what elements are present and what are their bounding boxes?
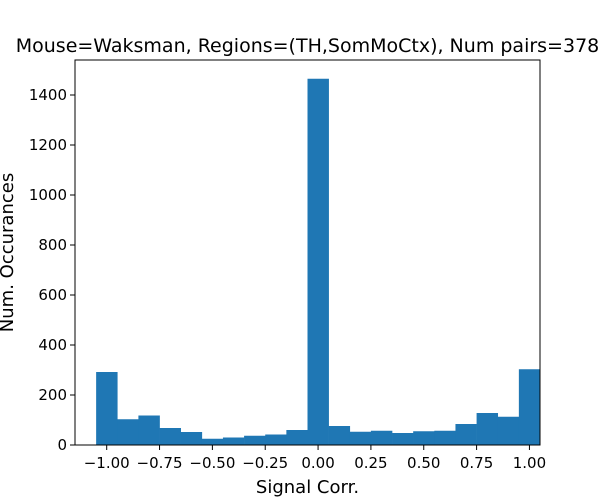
x-tick-label: 0.25: [354, 454, 387, 472]
histogram-bar: [349, 431, 372, 445]
y-tick-label: 400: [38, 336, 67, 354]
y-axis-ticks: 0 200 400 600 800 1000 1200 1400: [29, 86, 75, 454]
plot-frame: [74, 59, 541, 446]
histogram-bar: [476, 413, 499, 445]
histogram-bar: [180, 432, 203, 445]
histogram-bar: [222, 437, 245, 445]
histogram-bar: [286, 430, 308, 445]
histogram-bar: [159, 428, 181, 445]
histogram-bar: [328, 426, 351, 445]
y-axis-title: Num. Occurances: [0, 173, 18, 332]
bars-group: [96, 78, 541, 445]
y-tick-label: 0: [57, 436, 67, 454]
x-tick-label: −0.75: [137, 454, 183, 472]
histogram-bar: [370, 430, 393, 445]
x-tick-label: −0.25: [242, 454, 288, 472]
histogram-bar: [392, 433, 414, 445]
y-tick-label: 1200: [29, 136, 67, 154]
histogram-bar: [434, 430, 456, 445]
histogram-bar: [497, 416, 520, 445]
histogram-bar: [244, 435, 266, 445]
chart-title: Mouse=Waksman, Regions=(TH,SomMoCtx), Nu…: [16, 35, 600, 57]
histogram-bar: [138, 415, 160, 445]
y-tick-label: 800: [38, 236, 67, 254]
y-tick-label: 600: [38, 286, 67, 304]
histogram-bar: [117, 419, 139, 445]
histogram-bar: [307, 78, 329, 445]
y-tick-label: 200: [38, 386, 67, 404]
x-tick-label: 1.00: [513, 454, 546, 472]
x-axis-ticks: −1.00 −0.75 −0.50 −0.25 0.00 0.25 0.50 0.75 1.00: [84, 445, 546, 472]
x-tick-label: 0.75: [460, 454, 493, 472]
x-tick-label: −0.50: [189, 454, 235, 472]
y-tick-label: 1400: [29, 86, 67, 104]
histogram-bar: [455, 424, 477, 445]
histogram-bar: [265, 434, 287, 445]
histogram-bar: [413, 431, 435, 445]
histogram-bar: [518, 369, 541, 445]
x-axis-title: Signal Corr.: [256, 477, 359, 498]
x-tick-label: 0.00: [301, 454, 334, 472]
histogram-bar: [96, 372, 118, 445]
x-tick-label: 0.50: [407, 454, 440, 472]
y-tick-label: 1000: [29, 186, 67, 204]
x-tick-label: −1.00: [84, 454, 130, 472]
histogram-bar: [201, 438, 224, 445]
